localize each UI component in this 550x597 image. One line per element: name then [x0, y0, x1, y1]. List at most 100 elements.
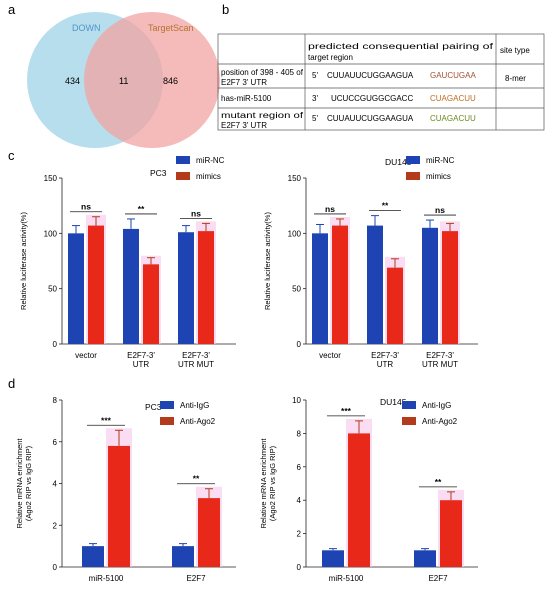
- y-tick-label: 2: [53, 521, 58, 530]
- row2-sequence: UCUCCGUGGCGACC: [331, 94, 413, 103]
- significance-label: ns: [325, 204, 335, 214]
- panel-letter-c: c: [8, 148, 15, 163]
- x-tick-label: vector: [319, 351, 341, 360]
- legend-label: Anti-Ago2: [180, 417, 216, 426]
- row3-seed: CUAGACUU: [430, 114, 476, 123]
- bar-anti-igg: [82, 546, 104, 567]
- y-tick-label: 4: [297, 496, 302, 505]
- significance-label: ns: [435, 205, 445, 215]
- chart-title: DU145: [385, 157, 412, 167]
- y-tick-label: 8: [53, 396, 58, 405]
- venn-right-count: 846: [163, 76, 178, 86]
- y-tick-label: 100: [44, 229, 58, 238]
- bar-anti-ago2: [108, 445, 130, 567]
- x-tick-label: E2F7: [186, 574, 206, 583]
- x-tick-label: E2F7-3': [127, 351, 155, 360]
- legend-label: miR-NC: [196, 156, 225, 165]
- table-header-site-type: site type: [500, 46, 530, 55]
- y-axis-label: (Ago2 RIP vs IgG RIP): [24, 445, 33, 521]
- bar-mimics: [143, 264, 159, 344]
- venn-left-label: DOWN: [72, 23, 101, 33]
- venn-right-label: TargetScan: [148, 23, 194, 33]
- y-axis-label: (Ago2 RIP vs IgG RIP): [268, 445, 277, 521]
- venn-intersection-count: 11: [119, 76, 128, 86]
- x-tick-label: UTR MUT: [178, 360, 214, 369]
- sequence-table: predicted consequential pairing of site …: [217, 33, 545, 131]
- table-border: [217, 33, 545, 131]
- y-tick-label: 100: [288, 229, 302, 238]
- x-tick-label: miR-5100: [329, 574, 364, 583]
- legend-swatch: [402, 401, 416, 409]
- legend-label: Anti-IgG: [422, 401, 451, 410]
- significance-label: ***: [101, 415, 112, 425]
- bar-anti-ago2: [198, 498, 220, 567]
- significance-label: **: [435, 477, 442, 487]
- chart-title: DU145: [380, 397, 407, 407]
- y-tick-label: 0: [53, 340, 58, 349]
- legend-swatch: [176, 172, 190, 180]
- y-tick-label: 0: [53, 563, 58, 572]
- y-tick-label: 150: [288, 174, 302, 183]
- legend-label: miR-NC: [426, 156, 455, 165]
- x-tick-label: E2F7-3': [426, 351, 454, 360]
- row3-label-line2: E2F7 3' UTR: [221, 121, 267, 130]
- chart-c-du145: 0 50 100 150 Relative luciferase activity(%)…: [263, 156, 478, 369]
- venn-right-circle: [84, 12, 220, 148]
- significance-label: ns: [81, 202, 91, 212]
- bar-mimics: [442, 231, 458, 344]
- row1-label-line2: E2F7 3' UTR: [221, 78, 267, 87]
- legend-label: Anti-IgG: [180, 401, 209, 410]
- bar-anti-igg: [172, 546, 194, 567]
- row2-prime: 3': [312, 94, 318, 103]
- row2-label: has-miR-5100: [221, 94, 272, 103]
- table-header-pairing: predicted consequential pairing of: [308, 42, 494, 51]
- x-tick-label: E2F7-3': [371, 351, 399, 360]
- significance-label: **: [382, 201, 389, 211]
- x-tick-label: UTR: [133, 360, 150, 369]
- y-tick-label: 10: [292, 396, 301, 405]
- significance-label: ns: [191, 208, 201, 218]
- bar-mir-nc: [68, 233, 84, 344]
- panel-letter-d: d: [8, 376, 15, 391]
- row1-site-type: 8-mer: [505, 74, 526, 83]
- legend-swatch: [402, 417, 416, 425]
- y-tick-label: 0: [297, 563, 302, 572]
- row3-sequence: CUUAUUCUGGAAGUA: [327, 114, 414, 123]
- significance-label: ***: [341, 406, 352, 416]
- x-tick-label: UTR: [377, 360, 394, 369]
- y-axis-label: Relative luciferase activity(%): [19, 212, 28, 310]
- legend-swatch: [160, 417, 174, 425]
- table-header-pairing-line2: target region: [308, 53, 353, 62]
- x-tick-label: vector: [75, 351, 97, 360]
- bar-mir-nc: [422, 227, 438, 344]
- bar-anti-igg: [414, 550, 436, 567]
- bar-mir-nc: [178, 232, 194, 344]
- bar-anti-ago2: [440, 500, 462, 567]
- legend-label: mimics: [426, 172, 451, 181]
- y-tick-label: 50: [292, 285, 301, 294]
- panel-letter-a: a: [8, 2, 16, 17]
- y-axis-label: Relative mRNA enrichment: [259, 438, 268, 529]
- legend-label: Anti-Ago2: [422, 417, 458, 426]
- bar-mir-nc: [123, 228, 139, 344]
- bar-mir-nc: [312, 233, 328, 344]
- bar-mimics: [332, 225, 348, 344]
- significance-label: **: [193, 474, 200, 484]
- x-tick-label: UTR MUT: [422, 360, 458, 369]
- bar-mimics: [387, 267, 403, 344]
- x-tick-label: E2F7-3': [182, 351, 210, 360]
- row1-sequence: CUUAUUCUGGAAGUA: [327, 71, 414, 80]
- x-tick-label: miR-5100: [89, 574, 124, 583]
- x-tick-label: E2F7: [428, 574, 448, 583]
- bar-anti-ago2: [348, 433, 370, 567]
- y-tick-label: 0: [297, 340, 302, 349]
- chart-d-pc3: 0 2 4 6 8 Relative mRNA enrichment (Ago2 RIP v…: [15, 396, 236, 583]
- row2-seed: CUAGACUU: [430, 94, 476, 103]
- row3-label: mutant region of: [221, 111, 304, 120]
- row1-label: position of 398 - 405 of: [221, 68, 304, 77]
- legend-swatch: [406, 156, 420, 164]
- y-axis-label: Relative mRNA enrichment: [15, 438, 24, 529]
- chart-title: PC3: [150, 168, 167, 178]
- significance-label: **: [138, 204, 145, 214]
